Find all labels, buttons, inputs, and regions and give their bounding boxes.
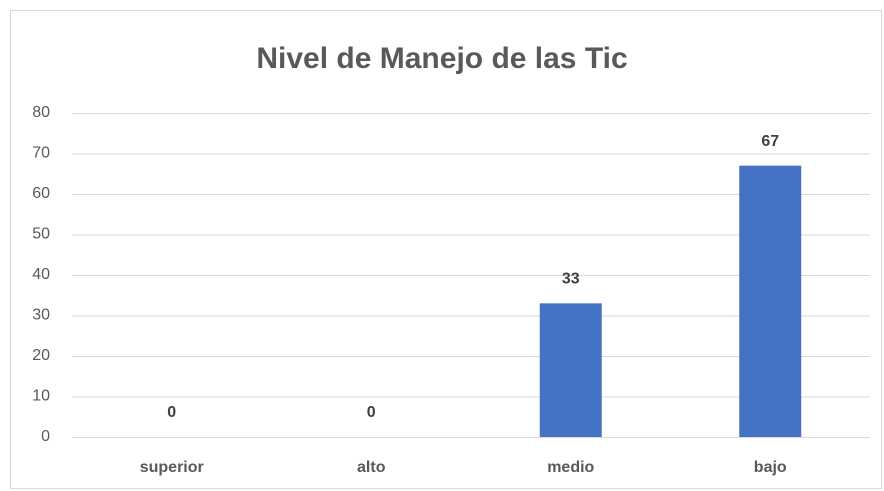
- chart-title: Nivel de Manejo de las Tic: [256, 42, 627, 75]
- x-tick-label: alto: [357, 459, 386, 476]
- x-tick-label: medio: [547, 459, 594, 476]
- y-tick-label: 40: [32, 266, 50, 283]
- bar: [539, 303, 602, 437]
- data-label: 33: [562, 271, 580, 288]
- x-tick-label: bajo: [754, 459, 787, 476]
- y-tick-label: 20: [32, 347, 50, 364]
- data-label: 67: [761, 133, 779, 150]
- x-tick-label: superior: [140, 459, 204, 476]
- y-tick-label: 60: [32, 185, 50, 202]
- y-tick-label: 10: [32, 388, 50, 405]
- data-label: 0: [367, 404, 376, 421]
- data-label: 0: [167, 404, 176, 421]
- y-tick-label: 50: [32, 226, 50, 243]
- y-tick-label: 80: [32, 104, 50, 121]
- y-tick-label: 0: [41, 428, 50, 445]
- chart-border: [10, 10, 882, 489]
- y-tick-label: 70: [32, 145, 50, 162]
- bar: [739, 165, 802, 437]
- y-tick-label: 30: [32, 307, 50, 324]
